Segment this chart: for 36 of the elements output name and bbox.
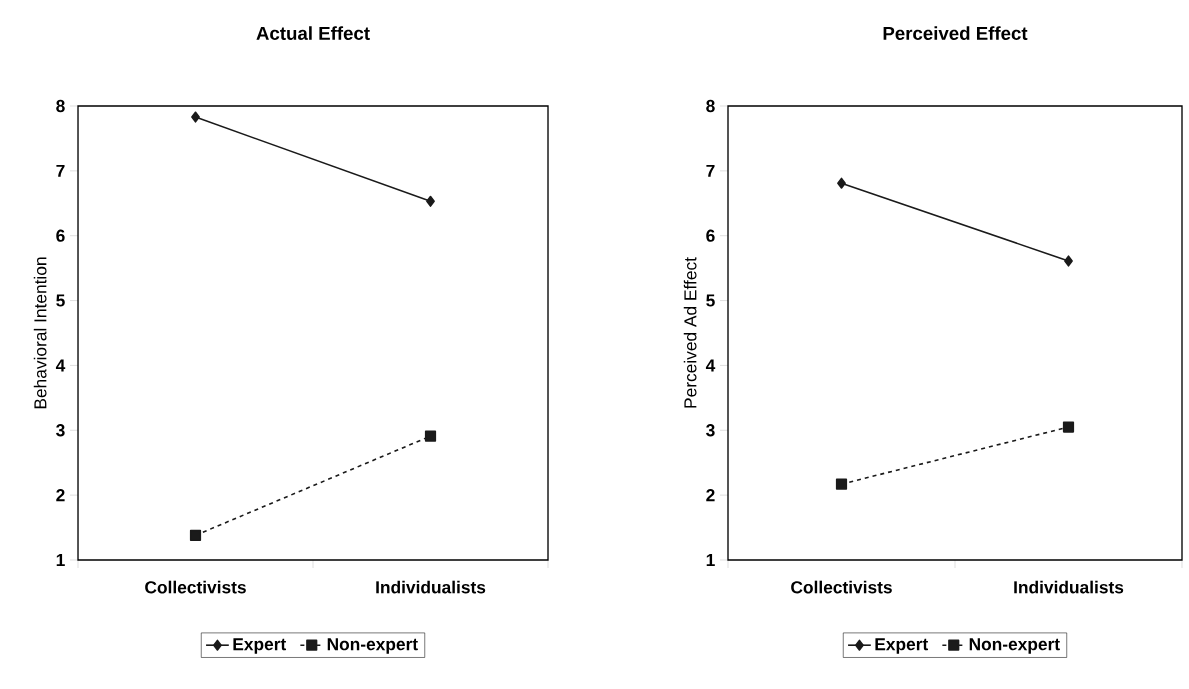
- x-tick-label: Collectivists: [145, 580, 246, 594]
- legend-label: Expert: [875, 638, 929, 654]
- point: [1064, 255, 1073, 267]
- x-tick-label: Collectivists: [791, 580, 892, 594]
- y-tick-label: 1: [706, 554, 715, 566]
- y-tick-label: 8: [56, 99, 65, 113]
- point: [835, 478, 848, 490]
- y-tick-label: 6: [706, 229, 715, 242]
- point: [837, 177, 846, 189]
- y-tick-label: 4: [705, 359, 716, 372]
- y-tick-label: 8: [706, 99, 715, 113]
- point: [424, 430, 437, 442]
- legend-label: Non-expert: [969, 638, 1060, 654]
- y-tick-label: 3: [706, 424, 715, 437]
- point: [1062, 421, 1075, 433]
- point: [189, 529, 202, 541]
- legend-label: Expert: [233, 638, 287, 654]
- y-tick-label: 2: [56, 489, 65, 502]
- y-tick-label: 6: [56, 229, 65, 242]
- chart-title: Actual Effect: [256, 26, 370, 40]
- y-tick-label: 3: [56, 424, 65, 437]
- point: [426, 195, 435, 207]
- y-tick-label: 7: [706, 164, 715, 177]
- chart-title: Perceived Effect: [883, 26, 1028, 40]
- point: [191, 111, 200, 123]
- x-tick-label: Individualists: [1014, 580, 1124, 594]
- y-axis-title: Perceived Ad Effect: [683, 257, 697, 408]
- y-tick-label: 2: [706, 489, 715, 502]
- y-tick-label: 1: [56, 554, 65, 566]
- y-tick-label: 4: [55, 359, 66, 372]
- legend-label: Non-expert: [327, 638, 418, 654]
- y-tick-label: 5: [706, 294, 715, 307]
- x-tick-label: Individualists: [376, 580, 486, 594]
- y-tick-label: 7: [56, 164, 65, 177]
- y-axis-title: Behavioral Intention: [33, 257, 47, 409]
- y-tick-label: 5: [56, 294, 65, 307]
